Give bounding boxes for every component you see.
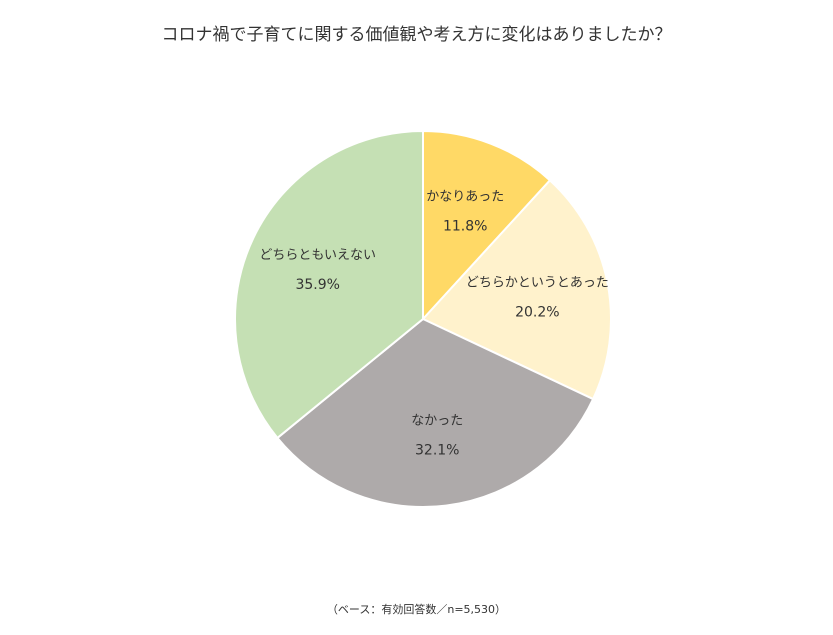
slice-label-2: どちらかというとあった (466, 275, 609, 290)
slice-label-4: どちらともいえない (259, 248, 376, 263)
pie-slice-4 (234, 129, 424, 440)
slice-value-2: 20.2% (515, 304, 559, 320)
pie-labels: かなりあった 11.8% どちらかというとあった 20.2% なかった 32.1% どちらと… (259, 189, 609, 458)
pie-slices (234, 129, 612, 508)
slice-value-1: 11.8% (443, 218, 487, 234)
pie-slice-3 (275, 317, 595, 508)
pie-slice-2 (421, 178, 612, 401)
slice-label-1: かなりあった (426, 189, 504, 204)
chart-footnote: （ベース：有効回答数／n=5,530） (326, 603, 507, 616)
slice-value-4: 35.9% (295, 277, 339, 293)
pie-slice-1 (422, 129, 552, 322)
slice-label-3: なかった (411, 414, 463, 429)
slice-value-3: 32.1% (415, 443, 459, 459)
pie-chart: かなりあった 11.8% どちらかというとあった 20.2% なかった 32.1% どちらと… (234, 129, 612, 508)
chart-title: コロナ禍で子育てに関する価値観や考え方に変化はありましたか？ (161, 25, 672, 45)
